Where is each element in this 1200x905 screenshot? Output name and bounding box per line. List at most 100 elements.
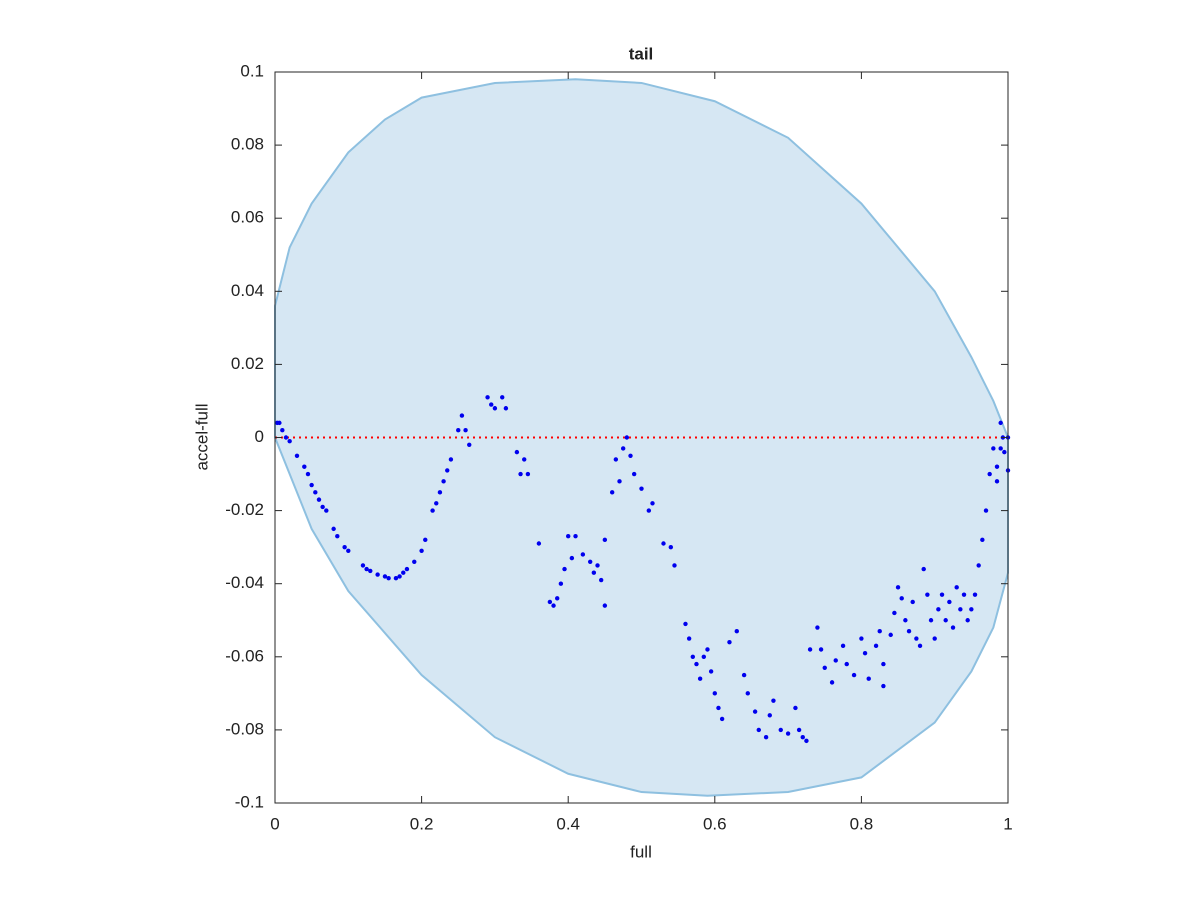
- point: [555, 596, 560, 601]
- x-tick-label: 0.8: [850, 814, 874, 833]
- point: [672, 563, 677, 568]
- y-tick-label: -0.06: [225, 646, 264, 665]
- point: [716, 705, 721, 711]
- point: [522, 457, 527, 462]
- y-tick-label: -0.02: [225, 500, 264, 519]
- y-tick-label: -0.1: [235, 792, 264, 811]
- point: [448, 457, 454, 462]
- y-tick-label: -0.08: [225, 719, 264, 738]
- y-tick-label: 0.08: [231, 135, 264, 154]
- point: [500, 395, 505, 400]
- point: [991, 446, 996, 451]
- point: [628, 453, 633, 458]
- point: [903, 618, 908, 623]
- x-tick-label: 0.6: [703, 814, 727, 833]
- point: [324, 508, 329, 513]
- point: [976, 563, 981, 568]
- point: [844, 661, 849, 667]
- point: [939, 592, 945, 597]
- point: [587, 559, 593, 564]
- point: [661, 541, 666, 546]
- point: [961, 592, 967, 597]
- point: [580, 552, 586, 557]
- point: [756, 727, 761, 733]
- y-tick-label: 0.02: [231, 354, 264, 373]
- point: [910, 599, 915, 605]
- point: [536, 541, 542, 546]
- point: [734, 629, 739, 634]
- point: [983, 508, 989, 513]
- point: [287, 438, 292, 444]
- point: [712, 691, 717, 696]
- point: [925, 592, 930, 597]
- x-tick-label: 0.2: [410, 814, 434, 833]
- point: [401, 570, 406, 575]
- y-tick-label: 0.1: [240, 61, 264, 80]
- point: [954, 585, 959, 590]
- point: [727, 639, 732, 645]
- point: [859, 636, 864, 641]
- point: [320, 504, 325, 510]
- point: [650, 501, 655, 506]
- x-axis-label: full: [630, 842, 652, 861]
- point: [785, 731, 791, 736]
- point: [562, 566, 567, 572]
- point: [551, 603, 556, 608]
- point: [485, 395, 490, 400]
- point: [518, 471, 523, 477]
- point: [745, 691, 750, 696]
- y-tick-label: 0.04: [231, 281, 264, 300]
- point: [888, 632, 893, 638]
- point: [525, 471, 531, 477]
- point: [368, 568, 373, 574]
- point: [840, 643, 846, 649]
- point: [767, 713, 772, 718]
- point: [771, 698, 776, 703]
- point: [280, 427, 285, 433]
- point: [569, 555, 575, 561]
- point: [441, 479, 446, 484]
- point: [822, 665, 827, 670]
- point: [994, 479, 1000, 484]
- point: [980, 537, 985, 543]
- point: [412, 559, 417, 564]
- point: [1002, 449, 1007, 455]
- point: [445, 468, 450, 473]
- point: [294, 453, 300, 458]
- point: [958, 607, 963, 612]
- point: [492, 406, 498, 411]
- point: [302, 464, 307, 469]
- point: [624, 435, 630, 440]
- point: [342, 544, 347, 550]
- point: [969, 607, 974, 612]
- point: [386, 576, 391, 581]
- point: [346, 548, 351, 554]
- point: [283, 435, 289, 440]
- point: [906, 629, 912, 634]
- point: [463, 427, 468, 433]
- point: [719, 716, 725, 722]
- point: [331, 526, 336, 532]
- point: [705, 647, 710, 652]
- point: [936, 607, 941, 612]
- point: [972, 592, 978, 597]
- point: [573, 533, 578, 539]
- point: [833, 658, 838, 663]
- point: [873, 643, 879, 649]
- point: [668, 544, 674, 550]
- point: [807, 647, 813, 652]
- point: [591, 570, 597, 575]
- point: [382, 574, 388, 579]
- point: [998, 446, 1003, 451]
- point: [701, 654, 707, 659]
- point: [514, 449, 520, 455]
- point: [419, 548, 424, 554]
- point: [313, 490, 318, 495]
- point: [566, 533, 571, 539]
- point: [423, 537, 428, 543]
- point: [620, 446, 626, 451]
- x-tick-label: 0.4: [556, 814, 580, 833]
- point: [631, 471, 637, 477]
